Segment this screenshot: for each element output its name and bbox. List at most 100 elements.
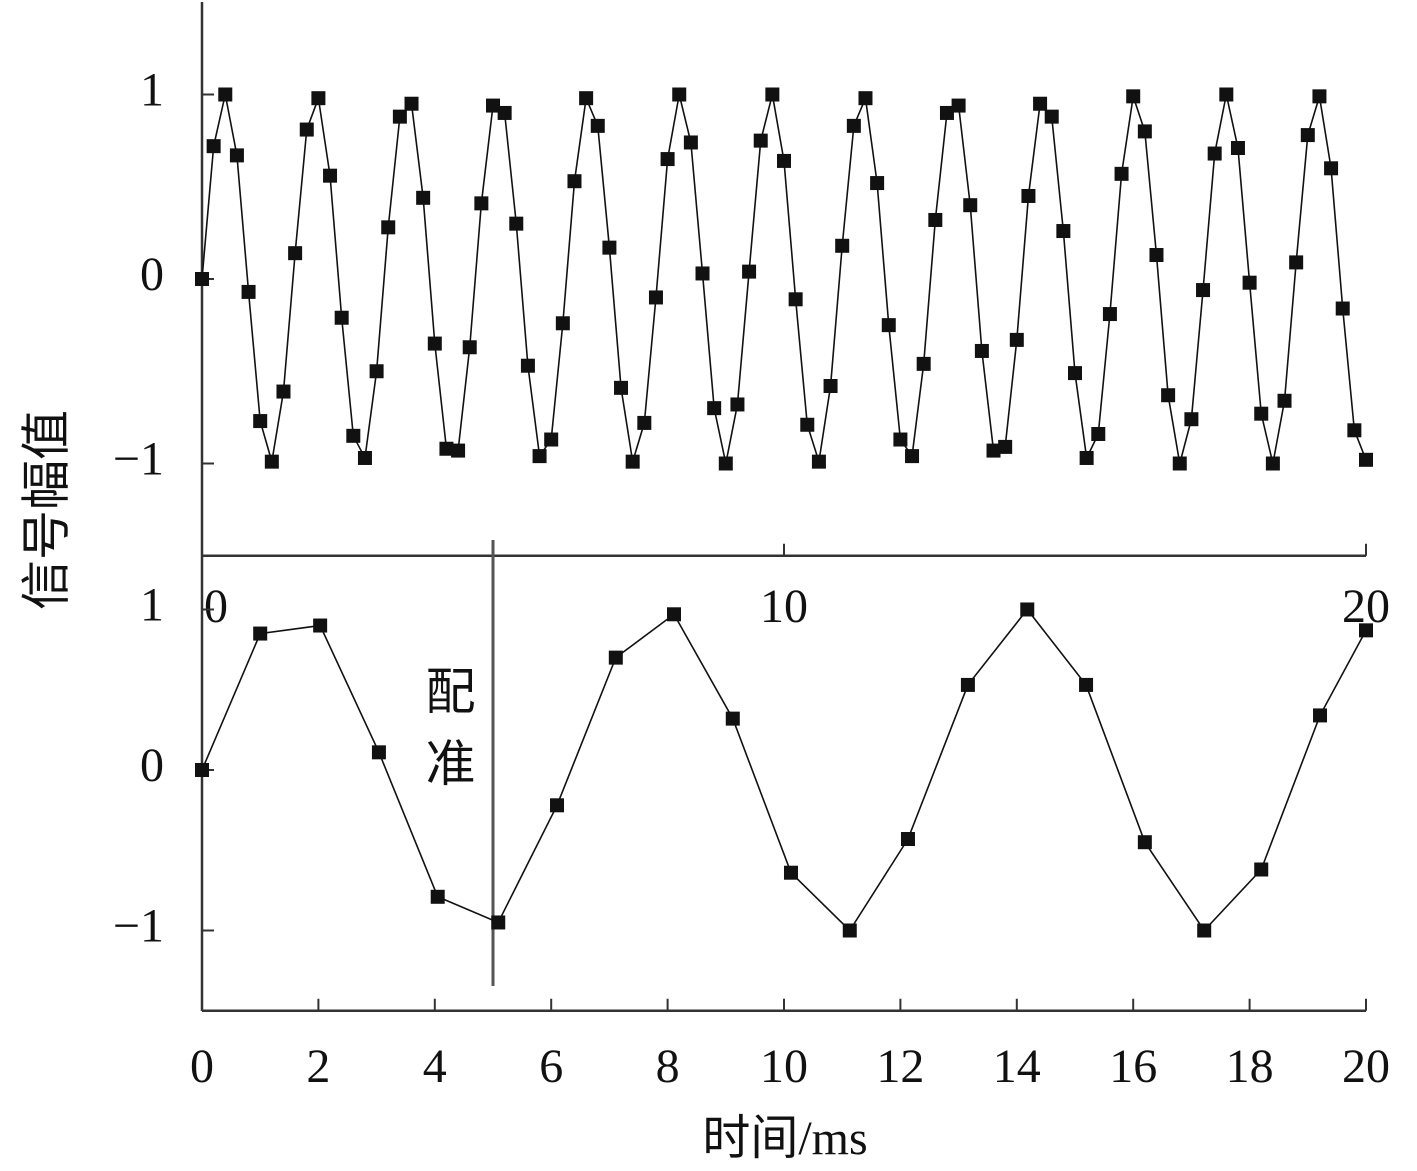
- point-marker: [264, 454, 279, 469]
- point-marker: [667, 607, 682, 622]
- point-marker: [1347, 423, 1362, 438]
- x-tick-label: 6: [539, 1040, 563, 1093]
- point-marker: [1359, 623, 1373, 638]
- point-marker: [1324, 161, 1339, 176]
- point-marker: [608, 650, 623, 665]
- point-marker: [683, 135, 698, 150]
- point-marker: [346, 428, 361, 443]
- point-marker: [1242, 275, 1257, 290]
- point-marker: [800, 417, 815, 432]
- point-marker: [1149, 248, 1164, 263]
- point-marker: [439, 441, 454, 456]
- point-marker: [1254, 406, 1269, 421]
- point-marker: [311, 91, 326, 106]
- point-marker: [939, 105, 954, 120]
- point-marker: [625, 454, 640, 469]
- point-marker: [241, 284, 256, 299]
- point-marker: [1277, 393, 1292, 408]
- point-marker: [474, 196, 489, 211]
- point-marker: [229, 148, 244, 163]
- point-marker: [823, 379, 838, 394]
- x-tick-label: 4: [423, 1040, 447, 1093]
- point-marker: [614, 380, 629, 395]
- point-marker: [276, 384, 291, 399]
- point-marker: [1021, 188, 1036, 203]
- x-tick-label: 10: [760, 580, 808, 633]
- point-marker: [846, 118, 861, 133]
- point-marker: [299, 122, 314, 137]
- point-marker: [1068, 366, 1082, 381]
- point-marker: [544, 432, 559, 447]
- point-marker: [313, 618, 328, 633]
- point-marker: [253, 414, 268, 429]
- point-marker: [371, 745, 386, 760]
- point-marker: [1184, 412, 1199, 427]
- point-marker: [900, 832, 915, 847]
- y-tick-label: 1: [140, 578, 164, 631]
- point-marker: [858, 91, 873, 106]
- point-marker: [206, 139, 221, 154]
- point-marker: [835, 238, 850, 253]
- point-marker: [451, 443, 466, 458]
- point-marker: [1197, 923, 1212, 938]
- y-tick-label: −1: [113, 433, 164, 486]
- point-marker: [602, 240, 617, 255]
- point-marker: [742, 264, 757, 279]
- point-marker: [986, 443, 1001, 458]
- point-marker: [555, 316, 570, 331]
- point-marker: [1079, 677, 1094, 692]
- point-marker: [509, 216, 524, 231]
- point-marker: [1126, 89, 1141, 104]
- point-marker: [334, 310, 349, 325]
- point-marker: [1312, 89, 1327, 104]
- point-marker: [1196, 283, 1211, 298]
- point-marker: [1102, 307, 1117, 322]
- point-marker: [881, 318, 896, 333]
- point-marker: [579, 91, 594, 106]
- y-tick-label: −1: [113, 900, 164, 953]
- point-marker: [323, 168, 338, 183]
- point-marker: [1161, 388, 1176, 403]
- point-marker: [392, 109, 407, 124]
- point-marker: [660, 152, 675, 167]
- point-marker: [1033, 96, 1048, 111]
- point-marker: [195, 272, 209, 286]
- point-marker: [951, 98, 966, 113]
- point-marker: [195, 762, 209, 777]
- point-marker: [520, 358, 535, 373]
- point-marker: [753, 133, 768, 148]
- point-marker: [532, 449, 547, 464]
- point-marker: [1114, 166, 1129, 181]
- point-marker: [404, 96, 419, 111]
- point-marker: [725, 711, 740, 726]
- point-marker: [590, 118, 605, 133]
- x-axis-label: 时间/ms: [702, 1112, 867, 1165]
- series-line: [201, 94, 1367, 464]
- point-marker: [1056, 224, 1071, 239]
- point-marker: [1044, 109, 1059, 124]
- point-marker: [998, 439, 1013, 454]
- point-marker: [905, 449, 920, 464]
- point-marker: [1219, 87, 1234, 102]
- x-tick-label: 2: [306, 1040, 330, 1093]
- point-marker: [928, 212, 943, 227]
- point-marker: [695, 266, 710, 281]
- point-marker: [253, 626, 268, 641]
- point-marker: [1359, 452, 1373, 467]
- x-tick-label: 18: [1226, 1040, 1274, 1093]
- point-marker: [730, 397, 745, 412]
- point-marker: [672, 87, 687, 102]
- point-marker: [788, 292, 803, 307]
- point-marker: [916, 356, 931, 371]
- point-marker: [1207, 146, 1222, 161]
- point-marker: [491, 915, 506, 930]
- x-tick-label: 8: [656, 1040, 680, 1093]
- point-marker: [1289, 255, 1304, 270]
- y-tick-label: 0: [140, 248, 164, 301]
- point-marker: [718, 456, 733, 471]
- x-tick-label: 0: [190, 1040, 214, 1093]
- point-marker: [369, 364, 384, 379]
- point-marker: [1230, 141, 1245, 156]
- annotation: 配准: [419, 665, 475, 809]
